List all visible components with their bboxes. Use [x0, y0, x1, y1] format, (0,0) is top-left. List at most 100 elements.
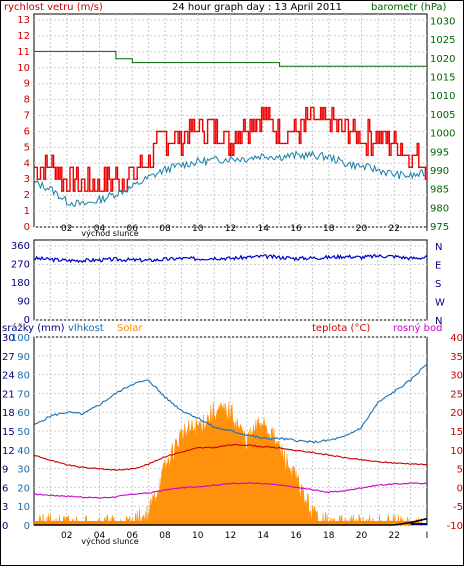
direction-y-tick-label: 360 — [11, 241, 30, 252]
x-tick-label: 06 — [127, 531, 139, 541]
x-tick-label: 04 — [94, 531, 106, 541]
wind-average-line — [33, 150, 428, 208]
pressure-y-tick-label: 980 — [430, 203, 449, 214]
compass-tick-label: N — [435, 242, 442, 253]
compass-tick-label: E — [435, 261, 441, 272]
pressure-y-tick-label: 1000 — [430, 129, 455, 140]
pressure-y-tick-label: 1010 — [430, 91, 455, 102]
wind-y-tick-label: 12 — [17, 31, 30, 42]
wind-y-tick-label: 7 — [24, 111, 30, 122]
x-tick-label: 16 — [290, 531, 302, 541]
direction-y-tick-label: 0 — [24, 315, 30, 326]
precip-tick-label: 30 — [2, 333, 15, 344]
wind-y-tick-label: 8 — [24, 95, 30, 106]
precip-tick-label: 21 — [2, 389, 15, 400]
temperature-tick-label: 35 — [450, 352, 463, 363]
pressure-y-tick-label: 995 — [430, 147, 449, 158]
wind-direction-line — [33, 253, 428, 264]
temperature-line — [33, 443, 428, 471]
x-tick-label: 18 — [323, 531, 335, 541]
temperature-header: teplota (°C) — [312, 323, 370, 334]
direction-y-tick-label: 180 — [11, 278, 30, 289]
wind-y-tick-label: 10 — [17, 63, 30, 74]
sunrise-label-top: východ slunce — [81, 229, 138, 238]
x-tick-label: 14 — [258, 224, 270, 234]
temperature-tick-label: 25 — [450, 389, 463, 400]
precip-tick-label: 12 — [2, 446, 15, 457]
solar-baseline — [34, 521, 419, 525]
precip-tick-label: 27 — [2, 352, 15, 363]
x-tick-label: 14 — [258, 531, 270, 541]
precip-tick-label: 15 — [2, 427, 15, 438]
temperature-tick-label: -10 — [447, 521, 463, 532]
chart-marks — [33, 50, 428, 526]
direction-y-tick-label: 270 — [11, 260, 30, 271]
x-tick-label: 04 — [94, 224, 106, 234]
pressure-y-tick-label: 975 — [430, 222, 449, 233]
temperature-tick-label: 15 — [450, 427, 463, 438]
pressure-line — [34, 50, 427, 67]
wind-y-tick-label: 13 — [17, 15, 30, 26]
wind-y-tick-label: 5 — [24, 142, 30, 153]
compass-tick-label: N — [435, 316, 442, 327]
precip-header: srážky (mm) — [2, 322, 65, 334]
x-tick-label: 06 — [127, 224, 139, 234]
temperature-tick-label: 0 — [457, 483, 463, 494]
dew-point-header: rosný bod — [393, 322, 442, 334]
x-tick-label: 10 — [192, 224, 204, 234]
wind-y-tick-label: 0 — [24, 222, 30, 233]
x-tick-label: 08 — [159, 531, 171, 541]
compass-tick-label: W — [435, 298, 445, 309]
solar-header: Solar — [117, 323, 143, 334]
wind-y-tick-label: 2 — [24, 190, 30, 201]
pressure-y-tick-label: 1025 — [430, 35, 455, 46]
x-tick-label: 20 — [356, 531, 368, 541]
humidity-header: vlhkost — [68, 323, 104, 334]
x-tick-label: 02 — [61, 531, 72, 541]
pressure-y-tick-label: 985 — [430, 185, 449, 196]
wind-y-tick-label: 6 — [24, 126, 30, 137]
humidity-tick-label: 20 — [17, 483, 30, 494]
chart-title: 24 hour graph day : 13 April 2011 — [172, 2, 342, 13]
wind-y-tick-label: 11 — [17, 47, 30, 58]
wind-y-tick-label: 4 — [24, 158, 30, 169]
x-tick-label: 22 — [389, 224, 400, 234]
wind-y-tick-label: 3 — [24, 174, 30, 185]
dew-point-line — [33, 481, 428, 499]
precip-tick-label: 18 — [2, 408, 15, 419]
x-tick-label: 16 — [290, 224, 302, 234]
x-tick-label: 10 — [192, 531, 204, 541]
wind-speed-axis-label: rychlost vetru (m/s) — [4, 2, 103, 13]
humidity-tick-label: 80 — [17, 371, 30, 382]
humidity-tick-label: 40 — [17, 446, 30, 457]
x-tick-label: 12 — [225, 531, 236, 541]
x-tick-label: 18 — [323, 224, 335, 234]
pressure-y-tick-label: 1030 — [430, 16, 455, 27]
x-tick-label: I — [426, 224, 429, 234]
pressure-y-tick-label: 1005 — [430, 110, 455, 121]
humidity-tick-label: 100 — [11, 333, 30, 344]
precip-tick-label: 6 — [2, 483, 8, 494]
x-tick-label: I — [426, 531, 429, 541]
pressure-y-tick-label: 990 — [430, 166, 449, 177]
pressure-axis-label: barometr (hPa) — [371, 2, 447, 13]
x-tick-label: 22 — [389, 531, 400, 541]
pressure-y-tick-label: 1020 — [430, 54, 455, 65]
temperature-tick-label: 30 — [450, 371, 463, 382]
humidity-line — [33, 363, 428, 444]
x-tick-label: 12 — [225, 224, 236, 234]
precip-tick-label: 0 — [2, 521, 8, 532]
pressure-y-tick-label: 1015 — [430, 73, 455, 84]
humidity-tick-label: 50 — [17, 427, 30, 438]
temperature-tick-label: 5 — [457, 465, 463, 476]
precipitation-line — [34, 517, 428, 526]
precip-tick-label: 24 — [2, 371, 15, 382]
humidity-tick-label: 70 — [17, 389, 30, 400]
temperature-tick-label: 10 — [450, 446, 463, 457]
temperature-tick-label: -5 — [453, 502, 463, 513]
precip-tick-label: 3 — [2, 502, 8, 513]
compass-tick-label: S — [435, 279, 441, 290]
wind-y-tick-label: 9 — [24, 79, 30, 90]
x-tick-label: 02 — [61, 224, 72, 234]
